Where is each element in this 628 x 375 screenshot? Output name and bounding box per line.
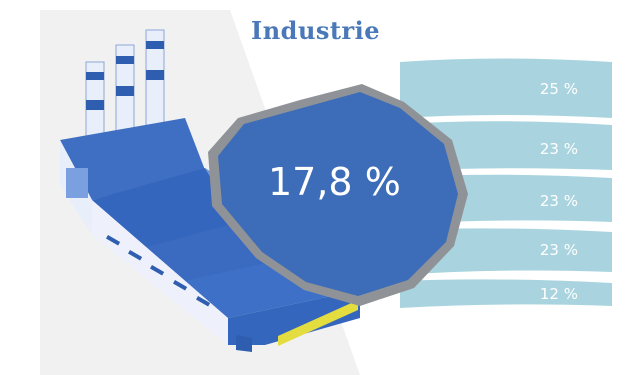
band-label-5: 12 % [539,285,578,303]
band-5 [400,279,612,308]
band-label-1: 25 % [539,80,578,98]
band-label-4: 23 % [539,241,578,259]
main-value: 17,8 % [268,160,401,204]
band-1 [400,58,612,118]
band-label-3: 23 % [539,192,578,210]
band-label-2: 23 % [539,140,578,158]
page-title: Industrie [251,16,381,45]
value-circle [208,84,468,306]
